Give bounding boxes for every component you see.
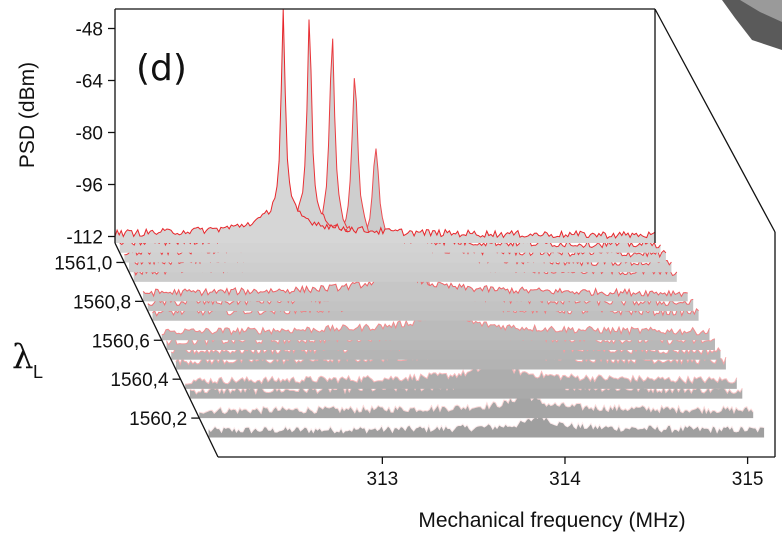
spectrum-trace-15 <box>208 410 765 434</box>
y-tick-label-1: -64 <box>76 72 104 93</box>
spectra-traces <box>114 8 765 438</box>
z-tick-label-0: 1561,0 <box>54 253 112 274</box>
z-tick-label-4: 1560,2 <box>129 409 187 430</box>
spectrum-trace-2 <box>124 38 667 259</box>
spectrum-trace-0 <box>114 8 656 240</box>
z-tick-label-2: 1560,6 <box>92 331 150 352</box>
spectrum-fill-12 <box>185 354 737 389</box>
z-tick-label-3: 1560,4 <box>110 370 169 391</box>
spectrum-fill-5 <box>143 246 688 302</box>
right-depth-top <box>654 8 776 233</box>
inset-photo-corner <box>722 0 782 50</box>
z-axis-line <box>114 242 219 458</box>
z-axis-subscript: L <box>33 362 43 382</box>
x-tick-label-1: 314 <box>549 469 581 490</box>
y-tick-label-4: -112 <box>66 228 103 249</box>
y-tick-label-2: -80 <box>76 124 103 145</box>
spectrum-fill-14 <box>199 392 754 419</box>
x-tick-label-2: 315 <box>732 469 764 490</box>
spectrum-fill-0 <box>115 9 655 243</box>
spectrum-trace-12 <box>185 353 738 385</box>
z-tick-label-1: 1560,8 <box>73 292 131 313</box>
spectrum-fill-2 <box>124 38 666 263</box>
x-axis-title: Mechanical frequency (MHz) <box>418 509 685 532</box>
x-tick-label-0: 313 <box>367 469 399 490</box>
spectrum-trace-14 <box>199 391 754 415</box>
panel-label: (d) <box>136 48 187 89</box>
spectrum-trace-1 <box>119 19 661 249</box>
y-axis-title: PSD (dBm) <box>16 62 39 168</box>
axes-frame: -48 -64 -80 -96 -112 313 314 315 1561,0 1560,8 156… <box>54 8 776 490</box>
y-tick-label-3: -96 <box>76 176 103 197</box>
spectrum-fill-1 <box>119 19 661 253</box>
axis-labels: (d) PSD (dBm) Mechanical frequency (MHz)… <box>12 48 686 532</box>
z-axis-symbol: λ <box>12 337 34 377</box>
y-tick-label-0: -48 <box>76 20 103 41</box>
